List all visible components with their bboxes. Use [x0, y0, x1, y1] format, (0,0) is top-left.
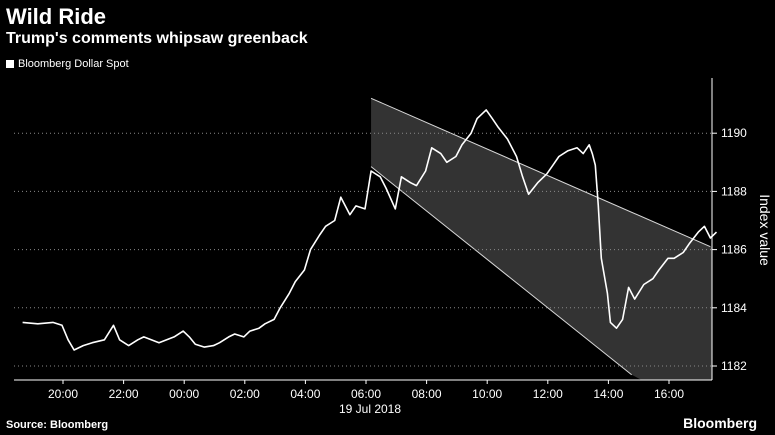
x-tick-label-06:00: 06:00: [351, 387, 381, 401]
x-tick-label-02:00: 02:00: [230, 387, 260, 401]
x-tick-label-12:00: 12:00: [533, 387, 563, 401]
channel-upper-edge: [370, 97, 711, 248]
legend-swatch: [6, 60, 14, 68]
trend-channel: [370, 97, 712, 380]
y-tick-label-1182: 1182: [721, 359, 747, 373]
y-tick-label-1188: 1188: [721, 184, 747, 198]
x-tick-label-04:00: 04:00: [290, 387, 320, 401]
channel-lower-edge: [370, 166, 632, 376]
x-tick-label-20:00: 20:00: [48, 387, 78, 401]
x-tick-label-16:00: 16:00: [654, 387, 684, 401]
y-axis-title: Index value: [757, 194, 773, 266]
series-layer: [22, 109, 718, 351]
x-tick-label-10:00: 10:00: [472, 387, 502, 401]
axes: 1182 1184 1186 1188 1190 20:00 22:00 00:00 02:00…: [14, 78, 747, 401]
chart-subtitle: Trump's comments whipsaw greenback: [6, 30, 308, 47]
x-tick-label-00:00: 00:00: [169, 387, 199, 401]
y-tick-label-1190: 1190: [721, 126, 747, 140]
x-tick-label-08:00: 08:00: [412, 387, 442, 401]
series-line-0: [22, 109, 718, 351]
source-note: Source: Bloomberg: [6, 419, 109, 431]
gridlines: [14, 132, 712, 367]
x-tick-label-22:00: 22:00: [109, 387, 139, 401]
y-tick-label-1186: 1186: [721, 243, 747, 257]
chart-title: Wild Ride: [6, 4, 107, 29]
x-tick-label-14:00: 14:00: [593, 387, 623, 401]
x-date-label: 19 Jul 2018: [339, 402, 401, 416]
y-tick-label-1184: 1184: [721, 301, 747, 315]
brand-logo: Bloomberg: [683, 415, 757, 431]
legend: Bloomberg Dollar Spot: [6, 58, 129, 70]
channel-fill: [371, 98, 712, 380]
legend-label: Bloomberg Dollar Spot: [18, 58, 129, 70]
